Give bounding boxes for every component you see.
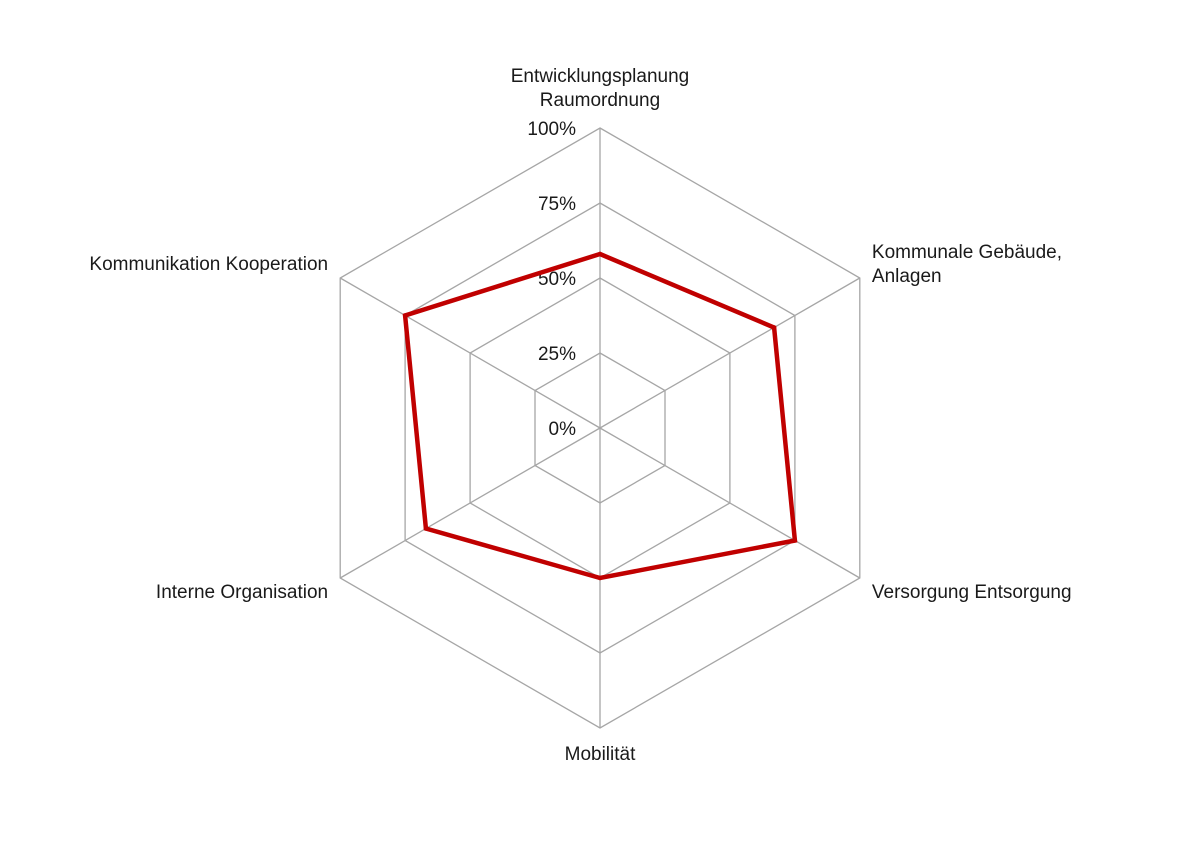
data-point bbox=[402, 313, 408, 318]
tick-label: 25% bbox=[538, 344, 576, 365]
category-label-line: Anlagen bbox=[872, 266, 942, 287]
category-label: Entwicklungsplanung Raumordnung bbox=[511, 66, 690, 111]
category-label-line: Versorgung Entsorgung bbox=[872, 582, 1072, 603]
grid-spoke-1 bbox=[599, 277, 861, 429]
data-point bbox=[771, 325, 777, 330]
grid-spoke-5 bbox=[339, 277, 601, 429]
category-label: Versorgung Entsorgung bbox=[872, 582, 1072, 603]
grid-spoke-4 bbox=[339, 427, 601, 579]
category-label-line: Kommunikation Kooperation bbox=[89, 254, 328, 275]
category-label: Kommunikation Kooperation bbox=[89, 254, 328, 275]
category-labels: Entwicklungsplanung Raumordnung Kommunale … bbox=[89, 66, 1071, 765]
grid bbox=[339, 127, 861, 729]
category-label-line: Interne Organisation bbox=[156, 582, 328, 603]
category-label: Interne Organisation bbox=[156, 582, 328, 603]
category-label: Mobilität bbox=[565, 744, 636, 765]
category-label: Kommunale Gebäude, Anlagen bbox=[872, 242, 1062, 287]
series-layer bbox=[402, 251, 798, 581]
tick-label: 75% bbox=[538, 194, 576, 215]
data-point bbox=[597, 575, 603, 581]
data-point bbox=[423, 526, 429, 531]
category-label-line: Kommunale Gebäude, bbox=[872, 242, 1062, 263]
data-point bbox=[597, 251, 603, 257]
grid-spoke-2 bbox=[599, 427, 861, 579]
tick-label: 0% bbox=[549, 419, 577, 440]
category-label-line: Mobilität bbox=[565, 744, 636, 765]
tick-labels: 0% 25% 50% 75% 100% bbox=[527, 119, 576, 440]
tick-label: 100% bbox=[527, 119, 576, 140]
category-label-line: Entwicklungsplanung bbox=[511, 66, 690, 87]
category-label-line: Raumordnung bbox=[540, 90, 660, 111]
data-point bbox=[792, 538, 798, 543]
tick-label: 50% bbox=[538, 269, 576, 290]
